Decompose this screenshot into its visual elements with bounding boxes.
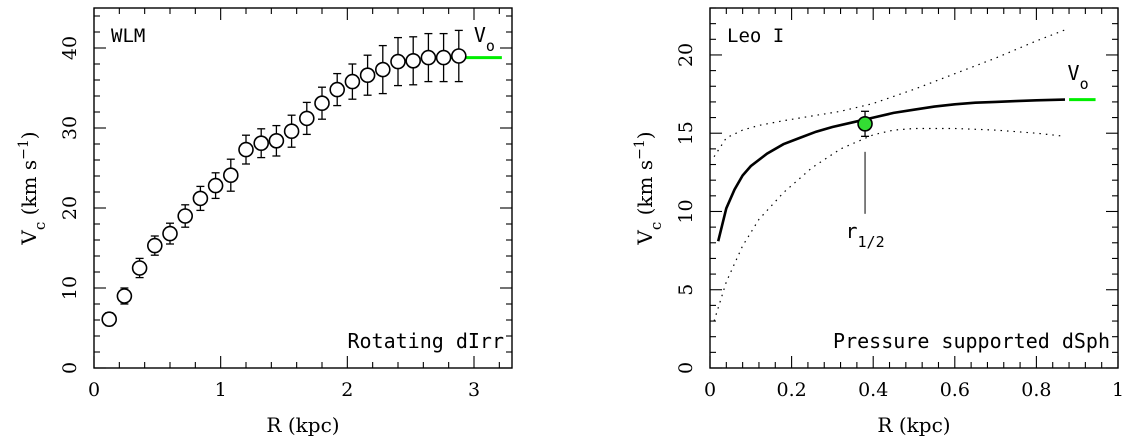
vo-label: Vo xyxy=(1068,61,1089,93)
data-point xyxy=(268,133,285,149)
x-tick-label: 2 xyxy=(341,379,353,401)
data-point xyxy=(131,260,148,276)
y-tick-label: 15 xyxy=(675,121,697,145)
x-tick-label: 3 xyxy=(468,379,480,401)
data-point xyxy=(177,208,193,224)
x-axis-label: R (kpc) xyxy=(877,413,950,437)
data-point xyxy=(450,48,467,64)
x-tick-label: 0 xyxy=(88,379,100,401)
data-point xyxy=(405,52,422,69)
confidence-curve xyxy=(713,127,1066,322)
y-tick-label: 10 xyxy=(59,276,81,300)
r-half-label: r1/2 xyxy=(845,219,884,251)
plot-frame xyxy=(93,7,513,369)
y-tick-label: 40 xyxy=(59,36,81,60)
r-half-point xyxy=(857,116,873,132)
y-tick-label: 30 xyxy=(59,116,81,140)
y-axis-label: Vc (km s−1) xyxy=(16,131,49,245)
data-point xyxy=(374,61,391,78)
data-point xyxy=(390,53,406,70)
y-tick-label: 20 xyxy=(675,43,697,67)
panel-annotation: Pressure supported dSph xyxy=(833,329,1110,353)
y-tick-label: 0 xyxy=(59,362,81,374)
velocity-curve xyxy=(716,98,1066,242)
y-tick-label: 20 xyxy=(59,196,81,220)
plot-frame xyxy=(709,7,1119,369)
data-point xyxy=(359,67,376,83)
x-tick-label: 1 xyxy=(215,379,227,401)
vo-label: Vo xyxy=(474,23,495,55)
data-point xyxy=(238,141,254,158)
x-axis-label: R (kpc) xyxy=(266,413,339,437)
data-point xyxy=(344,73,361,90)
data-point xyxy=(329,81,346,98)
panel-label: WLM xyxy=(111,25,145,47)
data-point xyxy=(223,167,239,183)
x-tick-label: 0.6 xyxy=(940,379,970,401)
y-tick-label: 5 xyxy=(675,284,697,296)
x-tick-label: 0.2 xyxy=(776,379,806,401)
data-point xyxy=(298,110,315,127)
y-tick-label: 10 xyxy=(675,199,697,223)
data-point xyxy=(207,177,224,194)
panel-label: Leo I xyxy=(727,25,784,47)
data-point xyxy=(101,311,117,328)
x-tick-label: 0.4 xyxy=(858,379,888,401)
x-tick-label: 1 xyxy=(1112,379,1124,401)
y-axis-label: Vc (km s−1) xyxy=(632,131,665,245)
data-point xyxy=(147,237,163,254)
data-point xyxy=(435,49,452,66)
panel-annotation: Rotating dIrr xyxy=(347,329,504,353)
data-point xyxy=(192,190,209,207)
data-point xyxy=(253,135,270,151)
confidence-curve xyxy=(713,29,1066,158)
data-point xyxy=(314,95,330,111)
data-point xyxy=(420,49,437,66)
x-tick-label: 0 xyxy=(704,379,716,401)
data-point xyxy=(283,123,300,139)
data-point xyxy=(116,288,133,304)
x-tick-label: 0.8 xyxy=(1021,379,1051,401)
y-tick-label: 0 xyxy=(675,362,697,374)
data-point xyxy=(162,225,178,242)
